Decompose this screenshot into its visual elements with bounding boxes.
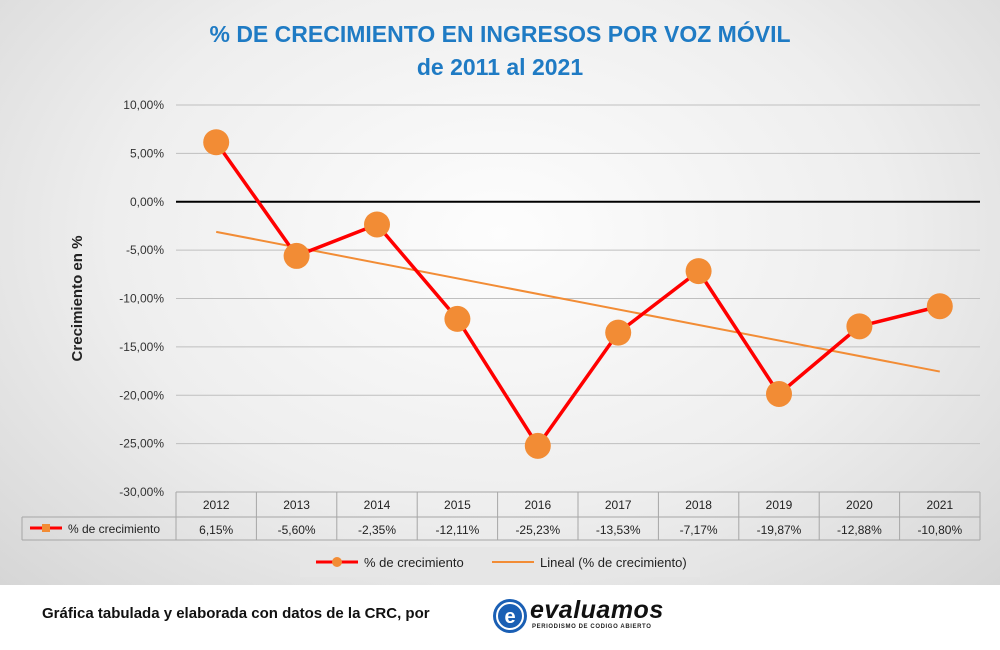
logo-letter: e — [504, 606, 515, 628]
logo-tagline: PERIODISMO DE CODIGO ABIERTO — [532, 624, 652, 630]
legend-trend-label: Lineal (% de crecimiento) — [540, 555, 687, 570]
data-table-value: -7,17% — [680, 523, 718, 537]
data-point — [524, 432, 551, 459]
y-tick-label: 10,00% — [123, 98, 164, 112]
y-axis-label: Crecimiento en % — [69, 236, 86, 362]
x-tick-label: 2018 — [685, 498, 712, 512]
data-point — [766, 380, 792, 407]
chart-title-line-2: de 2011 al 2021 — [416, 54, 584, 80]
data-point — [364, 211, 390, 238]
data-table-value: -13,53% — [596, 523, 641, 537]
data-point — [203, 129, 230, 156]
data-point — [685, 258, 712, 285]
legend-series-marker — [332, 557, 342, 567]
series-line — [214, 141, 941, 448]
y-tick-label: -20,00% — [119, 388, 164, 402]
data-table-value: 6,15% — [199, 523, 233, 537]
line-chart: 10,00% 5,00% 0,00% -5,00% -10,00% -15,00% -20,… — [21, 98, 981, 577]
table-series-name: % de crecimiento — [68, 522, 160, 536]
data-point — [926, 293, 953, 320]
table-legend-marker — [42, 524, 50, 532]
trendline — [216, 230, 940, 373]
y-tick-label: 5,00% — [130, 146, 164, 160]
data-table-value: -12,88% — [837, 523, 882, 537]
data-table-value: -25,23% — [515, 523, 560, 537]
source-note: Gráfica tabulada y elaborada con datos d… — [42, 605, 430, 622]
x-tick-label: 2020 — [846, 498, 873, 512]
y-tick-label: -10,00% — [119, 292, 164, 306]
data-point — [605, 319, 632, 346]
y-tick-label: -25,00% — [119, 437, 164, 451]
chart-title-line-1: % DE CRECIMIENTO EN INGRESOS POR VOZ MÓV… — [209, 21, 791, 47]
x-tick-label: 2014 — [364, 498, 391, 512]
y-tick-label: -15,00% — [119, 340, 164, 354]
x-tick-label: 2015 — [444, 498, 471, 512]
data-table-value: -10,80% — [917, 523, 962, 537]
legend-series-label: % de crecimiento — [364, 555, 464, 570]
x-tick-label: 2019 — [766, 498, 793, 512]
y-tick-label: -5,00% — [126, 243, 164, 257]
data-table-value: -2,35% — [358, 523, 396, 537]
x-tick-label: 2016 — [524, 498, 551, 512]
y-tick-label: 0,00% — [130, 195, 164, 209]
x-tick-label: 2017 — [605, 498, 632, 512]
x-tick-label: 2013 — [283, 498, 310, 512]
data-point — [846, 313, 873, 340]
y-tick-label: -30,00% — [119, 485, 164, 499]
data-point — [283, 242, 310, 269]
x-tick-label: 2021 — [926, 498, 953, 512]
data-table-value: -12,11% — [435, 523, 479, 537]
logo-name: evaluamos — [530, 596, 664, 624]
chart-area: % DE CRECIMIENTO EN INGRESOS POR VOZ MÓV… — [0, 0, 1000, 585]
chart-title: % DE CRECIMIENTO EN INGRESOS POR VOZ MÓV… — [0, 18, 1000, 84]
logo-icon: e — [493, 599, 527, 633]
evaluamos-logo: e evaluamos PERIODISMO DE CODIGO ABIERTO — [492, 596, 692, 636]
data-table-value: -5,60% — [278, 523, 316, 537]
x-tick-label: 2012 — [203, 498, 230, 512]
data-point — [444, 305, 471, 332]
data-table-value: -19,87% — [757, 523, 802, 537]
